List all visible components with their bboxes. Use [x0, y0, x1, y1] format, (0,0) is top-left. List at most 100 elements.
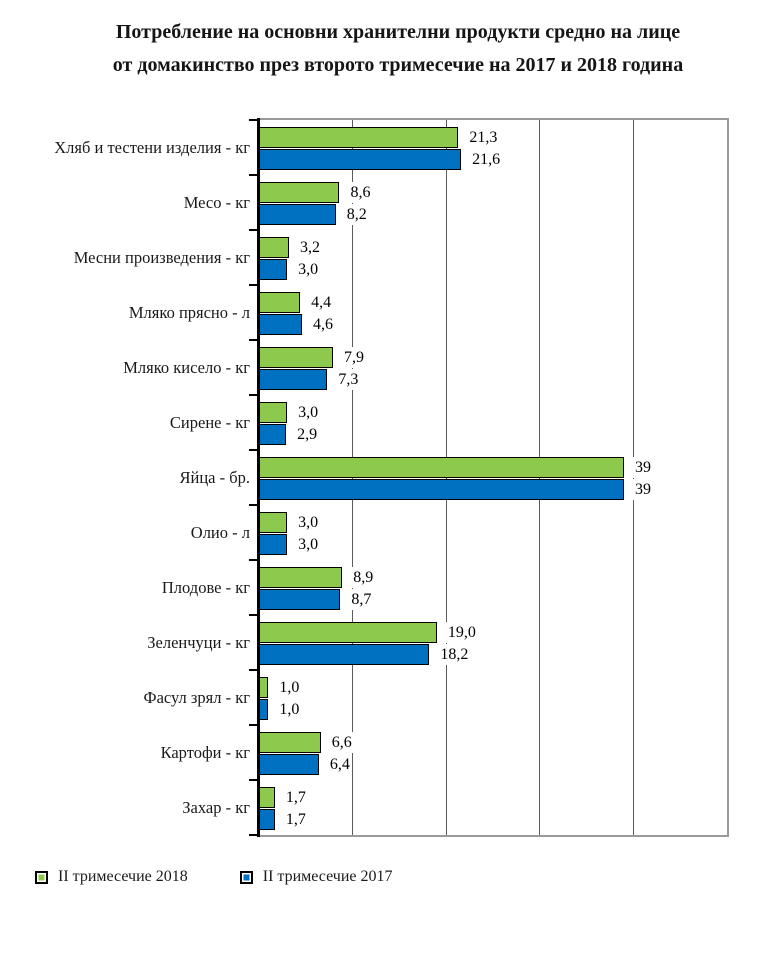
bar-group: 1,0 1,0 — [259, 670, 727, 725]
y-axis-tick — [249, 449, 258, 451]
value-label: 39 — [633, 457, 654, 478]
y-axis-tick — [249, 174, 258, 176]
plot-area: 21,3 21,6 8,6 8,2 3,2 3,0 4,4 4,6 7,9 7,3 3,0 2,9 39… — [249, 118, 729, 837]
bar-group: 8,9 8,7 — [259, 560, 727, 615]
bar-2018 — [259, 567, 343, 588]
y-axis-tick — [249, 834, 258, 836]
bar-2018 — [259, 347, 333, 368]
bar-2018 — [259, 732, 321, 753]
value-label: 1,0 — [277, 699, 302, 720]
value-label: 8,7 — [349, 589, 374, 610]
bar-group: 39 39 — [259, 450, 727, 505]
legend-item: II тримесечие 2018 — [35, 868, 188, 886]
bar-2018 — [259, 677, 269, 698]
bar-group: 3,2 3,0 — [259, 230, 727, 285]
value-label: 4,4 — [309, 292, 334, 313]
value-label: 8,2 — [344, 204, 369, 225]
bar-2018 — [259, 622, 437, 643]
value-label: 2,9 — [295, 424, 320, 445]
category-label: Месни произведения - кг — [73, 247, 250, 267]
y-axis-tick — [249, 614, 258, 616]
bar-group: 7,9 7,3 — [259, 340, 727, 395]
category-label: Мляко кисело - кг — [123, 357, 250, 377]
value-label: 1,7 — [283, 787, 308, 808]
bar-group: 8,6 8,2 — [259, 175, 727, 230]
y-axis-tick — [249, 339, 258, 341]
chart-title-line2: от домакинство през второто тримесечие н… — [112, 54, 684, 76]
y-axis-tick — [249, 119, 258, 121]
y-axis-tick — [249, 779, 258, 781]
bar-2017 — [259, 369, 328, 390]
value-label: 7,3 — [336, 369, 361, 390]
bar-2017 — [259, 424, 287, 445]
category-label: Захар - кг — [182, 797, 250, 817]
category-labels: Хляб и тестени изделия - кг Месо - кг Месн… — [0, 120, 250, 835]
y-axis-tick — [249, 724, 258, 726]
value-label: 8,9 — [351, 567, 376, 588]
chart-title-line1: Потребление на основни хранителни продук… — [115, 21, 681, 43]
bar-group: 3,0 2,9 — [259, 395, 727, 450]
bar-group: 21,3 21,6 — [259, 120, 727, 175]
value-label: 3,0 — [296, 534, 321, 555]
bar-2017 — [259, 479, 625, 500]
value-label: 8,6 — [348, 182, 373, 203]
y-axis-tick — [249, 559, 258, 561]
bar-2018 — [259, 512, 288, 533]
legend-swatch — [35, 870, 48, 884]
value-label: 21,3 — [467, 127, 500, 148]
bar-2017 — [259, 149, 462, 170]
value-label: 39 — [633, 479, 654, 500]
bar-2018 — [259, 457, 625, 478]
y-axis-tick — [249, 394, 258, 396]
y-axis-tick — [249, 284, 258, 286]
category-label: Мляко прясно - л — [128, 302, 250, 322]
bar-2017 — [259, 699, 269, 720]
bar-2018 — [259, 182, 340, 203]
category-label: Месо - кг — [183, 192, 250, 212]
value-label: 1,7 — [283, 809, 308, 830]
value-label: 4,6 — [311, 314, 336, 335]
y-axis-tick — [249, 669, 258, 671]
y-axis-tick — [249, 229, 258, 231]
value-label: 6,6 — [329, 732, 354, 753]
bar-2017 — [259, 809, 275, 830]
value-label: 3,2 — [297, 237, 322, 258]
bar-group: 1,7 1,7 — [259, 780, 727, 835]
bar-2017 — [259, 534, 288, 555]
bar-group: 4,4 4,6 — [259, 285, 727, 340]
y-axis-tick — [249, 504, 258, 506]
bar-2018 — [259, 787, 275, 808]
bar-2018 — [259, 237, 289, 258]
bar-group: 6,6 6,4 — [259, 725, 727, 780]
value-label: 3,0 — [296, 512, 321, 533]
bar-2018 — [259, 292, 301, 313]
bar-2017 — [259, 754, 319, 775]
category-label: Хляб и тестени изделия - кг — [54, 137, 250, 157]
legend-label: II тримесечие 2018 — [58, 868, 188, 885]
y-axis — [257, 118, 260, 837]
bar-group: 19,0 18,2 — [259, 615, 727, 670]
value-label: 3,0 — [296, 259, 321, 280]
category-label: Картофи - кг — [160, 742, 250, 762]
bar-2018 — [259, 127, 459, 148]
legend-item: II тримесечие 2017 — [239, 868, 393, 886]
bar-2018 — [259, 402, 288, 423]
legend-swatch — [239, 870, 253, 884]
value-label: 1,0 — [277, 677, 302, 698]
legend: II тримесечие 2018 II тримесечие 2017 — [35, 868, 445, 886]
legend-label: II тримесечие 2017 — [262, 868, 393, 885]
category-label: Яйца - бр. — [179, 467, 250, 487]
category-label: Сирене - кг — [169, 412, 250, 432]
category-label: Олио - л — [190, 522, 250, 542]
bar-2017 — [259, 314, 303, 335]
value-label: 18,2 — [438, 644, 471, 665]
value-label: 3,0 — [296, 402, 321, 423]
value-label: 6,4 — [327, 754, 352, 775]
bar-2017 — [259, 259, 288, 280]
value-label: 21,6 — [470, 149, 503, 170]
bar-2017 — [259, 589, 341, 610]
category-label: Зеленчуци - кг — [147, 632, 250, 652]
category-label: Плодове - кг — [161, 577, 250, 597]
category-label: Фасул зрял - кг — [143, 687, 250, 707]
